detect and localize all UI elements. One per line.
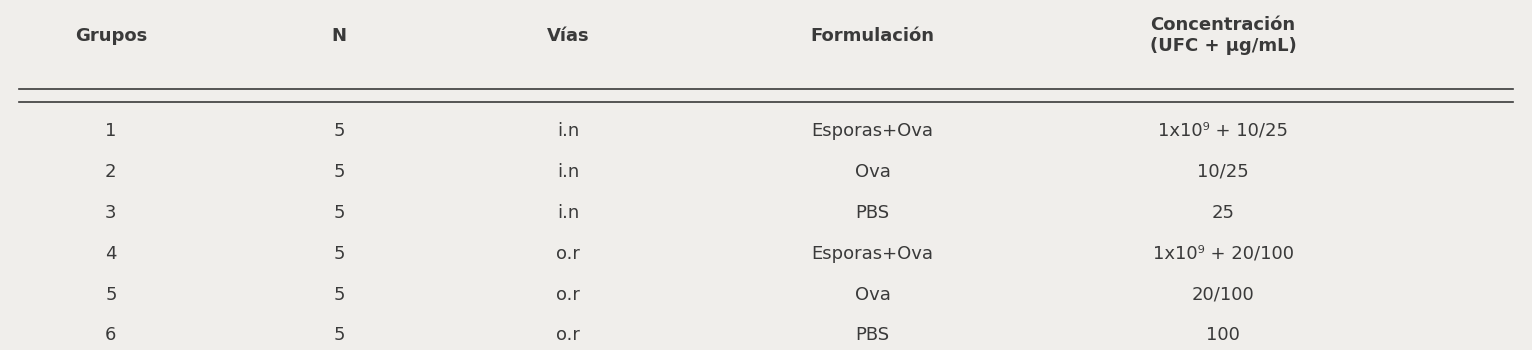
Text: Grupos: Grupos — [75, 27, 147, 45]
Text: 100: 100 — [1206, 327, 1239, 344]
Text: Esporas+Ova: Esporas+Ova — [812, 122, 933, 140]
Text: o.r: o.r — [556, 327, 579, 344]
Text: 5: 5 — [334, 286, 345, 303]
Text: 5: 5 — [334, 163, 345, 181]
Text: 3: 3 — [106, 204, 116, 222]
Text: 5: 5 — [334, 327, 345, 344]
Text: 20/100: 20/100 — [1192, 286, 1255, 303]
Text: Ova: Ova — [855, 163, 890, 181]
Text: PBS: PBS — [855, 327, 890, 344]
Text: N: N — [332, 27, 346, 45]
Text: 25: 25 — [1212, 204, 1235, 222]
Text: Concentración
(UFC + μg/mL): Concentración (UFC + μg/mL) — [1149, 16, 1296, 55]
Text: 2: 2 — [106, 163, 116, 181]
Text: Formulación: Formulación — [810, 27, 935, 45]
Text: PBS: PBS — [855, 204, 890, 222]
Text: 5: 5 — [334, 204, 345, 222]
Text: i.n: i.n — [556, 122, 579, 140]
Text: Esporas+Ova: Esporas+Ova — [812, 245, 933, 262]
Text: 5: 5 — [334, 245, 345, 262]
Text: i.n: i.n — [556, 163, 579, 181]
Text: 1: 1 — [106, 122, 116, 140]
Text: i.n: i.n — [556, 204, 579, 222]
Text: 5: 5 — [334, 122, 345, 140]
Text: 1x10⁹ + 20/100: 1x10⁹ + 20/100 — [1152, 245, 1293, 262]
Text: 5: 5 — [106, 286, 116, 303]
Text: Ova: Ova — [855, 286, 890, 303]
Text: o.r: o.r — [556, 245, 579, 262]
Text: Vías: Vías — [547, 27, 590, 45]
Text: 10/25: 10/25 — [1196, 163, 1249, 181]
Text: 1x10⁹ + 10/25: 1x10⁹ + 10/25 — [1158, 122, 1288, 140]
Text: 6: 6 — [106, 327, 116, 344]
Text: 4: 4 — [106, 245, 116, 262]
Text: o.r: o.r — [556, 286, 579, 303]
